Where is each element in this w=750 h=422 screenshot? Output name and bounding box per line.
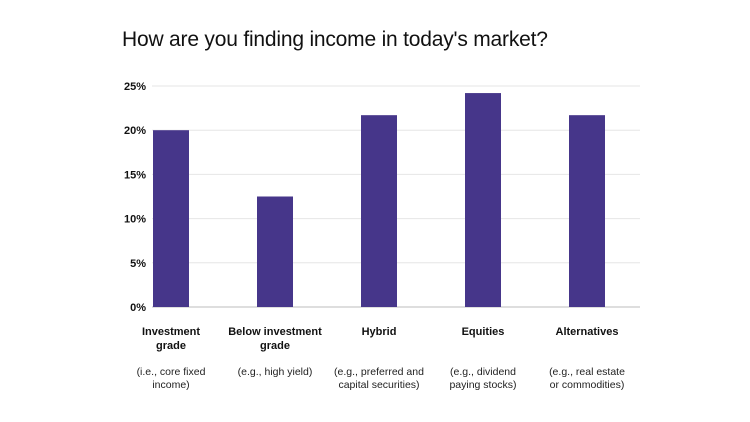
y-tick-label: 5% <box>130 258 146 270</box>
category-note-line: capital securities) <box>338 379 419 391</box>
category-label-line: Equities <box>462 326 505 338</box>
y-axis-ticks: 0% 5% 10% 15% 20% 25% <box>124 81 146 314</box>
category-note: (i.e., core fixed income) <box>137 366 206 391</box>
bar <box>257 196 293 307</box>
category-label-line: grade <box>260 340 290 352</box>
category-label-line: Alternatives <box>556 326 619 338</box>
category-note: (e.g., high yield) <box>238 366 313 378</box>
category-note-line: (e.g., preferred and <box>334 366 424 378</box>
category-label: Alternatives <box>556 326 619 338</box>
bar <box>153 130 189 307</box>
bars <box>153 93 605 308</box>
bar <box>569 115 605 307</box>
category-note: (e.g., preferred and capital securities) <box>334 366 424 391</box>
y-tick-label: 25% <box>124 81 146 93</box>
y-tick-label: 0% <box>130 302 146 314</box>
category-label-line: Hybrid <box>362 326 397 338</box>
category-label: Investment grade <box>142 326 200 352</box>
category-label-line: grade <box>156 340 186 352</box>
y-tick-label: 10% <box>124 214 146 226</box>
category-note-line: paying stocks) <box>449 379 516 391</box>
chart-title: How are you finding income in today's ma… <box>122 28 548 51</box>
y-tick-label: 20% <box>124 125 146 137</box>
category-label: Equities <box>462 326 505 338</box>
bar <box>465 93 501 308</box>
category-note-line: income) <box>152 379 189 391</box>
category-label-line: Investment <box>142 326 200 338</box>
category-note-line: (e.g., dividend <box>450 366 516 378</box>
category-note: (e.g., real estate or commodities) <box>549 366 625 391</box>
category-label: Below investment grade <box>228 326 322 352</box>
category-note-line: (i.e., core fixed <box>137 366 206 378</box>
category-label: Hybrid <box>362 326 397 338</box>
category-note-line: or commodities) <box>550 379 625 391</box>
category-note: (e.g., dividend paying stocks) <box>449 366 516 391</box>
bar <box>361 115 397 307</box>
category-label-line: Below investment <box>228 326 322 338</box>
x-axis-labels: Investment grade (i.e., core fixed income) B… <box>137 326 626 391</box>
y-tick-label: 15% <box>124 169 146 181</box>
category-note-line: (e.g., high yield) <box>238 366 313 378</box>
category-note-line: (e.g., real estate <box>549 366 625 378</box>
